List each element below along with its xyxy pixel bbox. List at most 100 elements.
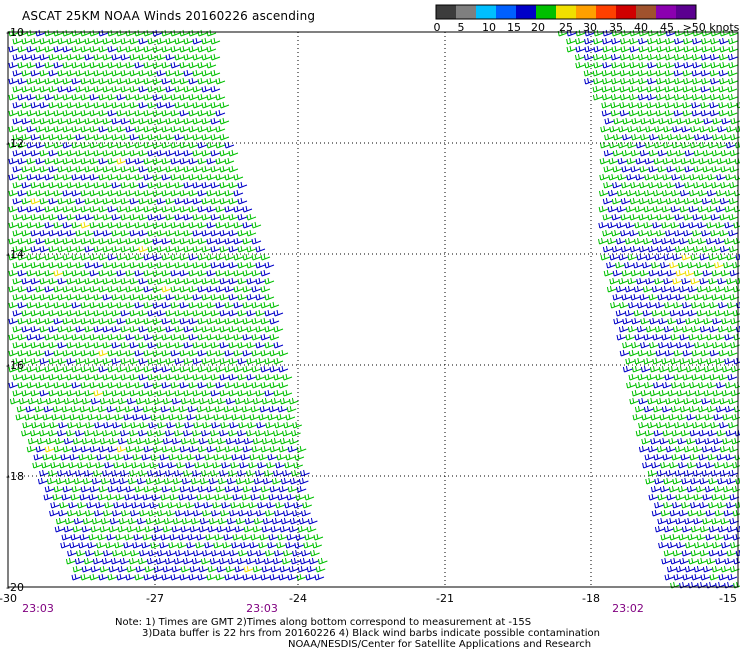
- wind-barb: [17, 381, 28, 389]
- wind-barb: [62, 269, 73, 277]
- note-line-2: 3)Data buffer is 22 hrs from 20160226 4)…: [142, 628, 600, 639]
- wind-barb: [624, 285, 635, 293]
- wind-barb: [261, 525, 272, 533]
- wind-barb: [138, 149, 149, 157]
- wind-barb: [678, 261, 688, 269]
- wind-barb: [197, 573, 208, 581]
- wind-barb: [724, 405, 735, 413]
- wind-barb: [59, 501, 69, 509]
- wind-barb: [39, 341, 50, 349]
- wind-barb: [57, 165, 68, 173]
- wind-barb: [152, 189, 163, 197]
- wind-barb: [656, 45, 667, 53]
- wind-barb: [699, 477, 709, 485]
- wind-barb: [296, 485, 307, 493]
- wind-barb: [125, 269, 136, 277]
- wind-barb: [147, 277, 158, 285]
- wind-barb: [60, 453, 71, 461]
- wind-barb: [152, 125, 163, 133]
- wind-barb: [147, 373, 158, 381]
- wind-barb: [228, 181, 239, 189]
- wind-barb: [644, 173, 654, 181]
- wind-barb: [66, 133, 77, 141]
- wind-barb: [672, 253, 683, 261]
- wind-barb: [129, 213, 140, 221]
- wind-barb: [106, 533, 117, 541]
- wind-barb: [698, 157, 709, 165]
- wind-barb: [686, 485, 697, 493]
- wind-barb: [566, 37, 576, 45]
- wind-barb: [17, 237, 28, 245]
- wind-barb: [224, 157, 235, 165]
- wind-barb: [197, 253, 208, 261]
- wind-barb: [661, 357, 671, 365]
- wind-barb: [87, 541, 97, 549]
- wind-barb: [188, 365, 199, 373]
- wind-barb: [39, 389, 50, 397]
- wind-barb: [129, 133, 140, 141]
- wind-barb: [680, 157, 691, 165]
- wind-barb: [659, 413, 670, 421]
- wind-barb: [12, 389, 23, 397]
- wind-barb: [26, 301, 37, 309]
- wind-barb: [116, 221, 127, 229]
- wind-barb: [148, 509, 158, 517]
- wind-barb: [246, 245, 257, 253]
- wind-barb: [711, 493, 722, 501]
- wind-barb: [70, 405, 81, 413]
- wind-barb: [651, 285, 662, 293]
- wind-barb: [141, 413, 152, 421]
- wind-barb: [26, 333, 37, 341]
- wind-barb: [153, 525, 164, 533]
- wind-barb: [275, 461, 285, 469]
- wind-barb: [685, 341, 695, 349]
- wind-barb: [148, 421, 158, 429]
- wind-barb: [618, 325, 629, 333]
- wind-barb: [102, 389, 113, 397]
- wind-barb: [610, 85, 621, 93]
- wind-barb: [681, 125, 691, 133]
- wind-barb: [728, 469, 739, 477]
- wind-barb: [644, 453, 655, 461]
- wind-barb: [664, 573, 675, 581]
- wind-barb: [125, 317, 136, 325]
- wind-barb: [71, 109, 82, 117]
- wind-barb: [188, 381, 199, 389]
- wind-barb: [633, 285, 644, 293]
- wind-barb: [264, 293, 275, 301]
- wind-barb: [186, 413, 197, 421]
- wind-barb: [111, 213, 122, 221]
- wind-barb: [188, 301, 199, 309]
- wind-barb: [12, 69, 23, 77]
- wind-barb: [700, 373, 711, 381]
- wind-barb: [97, 493, 108, 501]
- wind-barb: [15, 413, 26, 421]
- wind-barb: [8, 253, 19, 261]
- wind-barb: [276, 453, 287, 461]
- wind-barb: [210, 53, 221, 61]
- wind-barb: [182, 557, 193, 565]
- wind-barb: [134, 29, 145, 37]
- wind-barb: [675, 293, 686, 301]
- wind-barb: [705, 533, 716, 541]
- wind-barb: [161, 29, 172, 37]
- wind-barb: [652, 333, 663, 341]
- wind-barb: [164, 557, 175, 565]
- wind-barb: [188, 61, 199, 69]
- wind-barb: [721, 317, 731, 325]
- wind-barb: [179, 301, 190, 309]
- wind-barb: [35, 189, 46, 197]
- wind-barb: [138, 429, 148, 437]
- wind-barb: [134, 157, 145, 165]
- wind-barb: [116, 29, 127, 37]
- wind-barb: [720, 149, 731, 157]
- wind-barb: [147, 341, 158, 349]
- wind-barb: [233, 189, 244, 197]
- wind-barb: [703, 317, 713, 325]
- wind-barb: [618, 125, 628, 133]
- wind-barb: [30, 69, 41, 77]
- wind-barb: [204, 453, 215, 461]
- wind-barb: [716, 157, 727, 165]
- wind-barb: [260, 253, 271, 261]
- legend-color-swatch: [596, 5, 617, 19]
